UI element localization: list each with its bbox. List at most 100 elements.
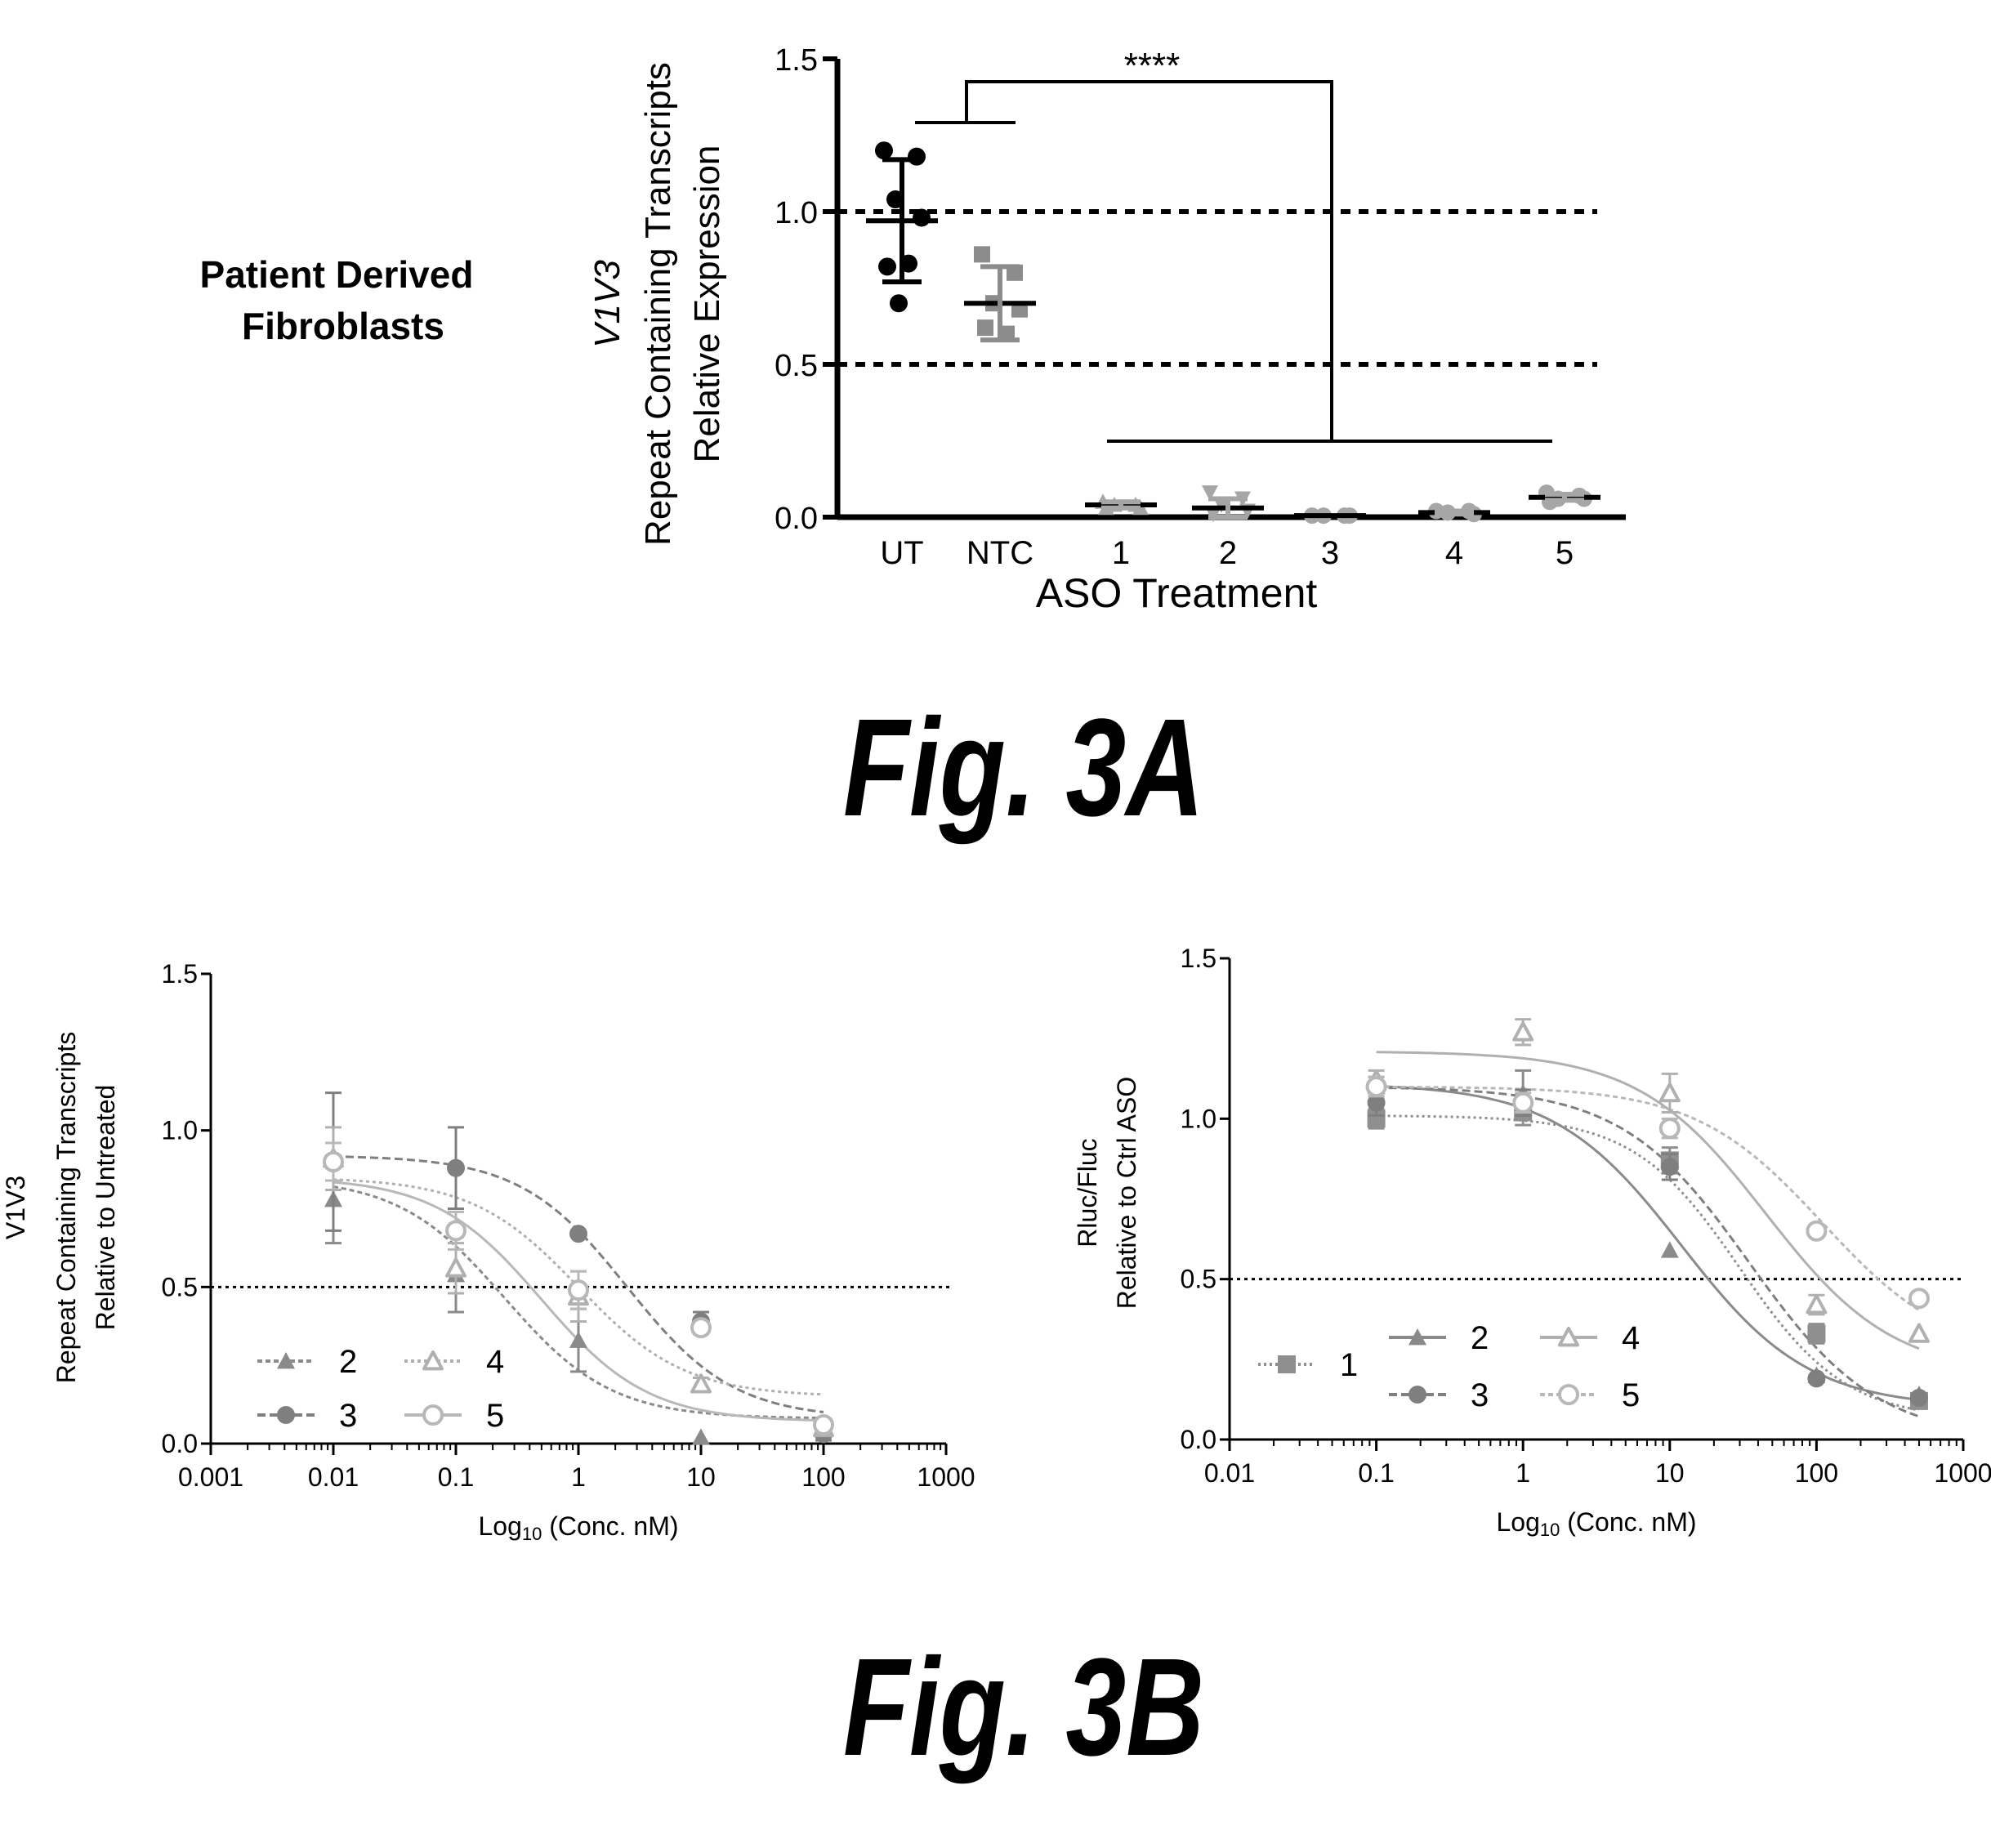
figure-label-3b: Fig. 3B	[843, 1630, 1204, 1785]
y-axis-label-line: Repeat Containing Transcripts	[638, 62, 678, 546]
x-tick-label: 0.1	[1358, 1458, 1394, 1488]
data-point	[875, 141, 893, 160]
y-axis-label-line: Relative to Untreated	[91, 1085, 120, 1331]
legend-label-series-4: 4	[1622, 1320, 1640, 1356]
data-point-series-5	[690, 1317, 712, 1339]
y-tick-label: 0.5	[162, 1272, 198, 1301]
y-tick-label: 1.0	[775, 196, 818, 230]
x-tick-label: 10	[1655, 1458, 1685, 1488]
x-tick-label: NTC	[966, 535, 1033, 571]
data-point	[908, 147, 926, 166]
legend-label-series-3: 3	[339, 1398, 357, 1434]
legend-marker-series-4	[1558, 1327, 1579, 1347]
x-tick-label: 0.1	[438, 1462, 474, 1492]
data-point-series-2	[569, 1331, 587, 1348]
y-tick-label: 0.5	[1181, 1265, 1216, 1294]
data-point	[890, 294, 908, 313]
data-point-series-5	[1908, 1288, 1930, 1310]
y-tick-label: 1.5	[162, 959, 198, 989]
x-tick-label: 1	[1516, 1458, 1530, 1488]
fig3b-left-chart: 0.0 0.5 1.0 1.5 0.001 0.01 0.1 1 10 100 1000 Log10 …	[1, 959, 975, 1544]
fig3b-right-chart: 0.0 0.5 1.0 1.5 0.01 0.1 1 10 100 1000 Log10 (Conc…	[1073, 944, 1991, 1540]
x-tick-label: 3	[1321, 535, 1339, 571]
data-point	[878, 257, 896, 276]
legend-label-series-1: 1	[1340, 1347, 1358, 1383]
data-point-series-1	[1807, 1324, 1826, 1343]
data-point-series-5	[813, 1414, 834, 1435]
legend-marker-series-1	[1278, 1355, 1296, 1373]
y-tick-label: 0.0	[1181, 1425, 1216, 1454]
x-tick-label: 100	[1795, 1458, 1838, 1488]
legend-label-series-4: 4	[486, 1344, 504, 1380]
data-point-series-4	[1658, 1082, 1681, 1103]
y-axis-label-line: V1V3	[1, 1176, 30, 1239]
data-point-series-3	[447, 1158, 465, 1177]
legend-label-series-5: 5	[1622, 1377, 1640, 1413]
x-tick-label: 100	[801, 1462, 845, 1492]
data-point-series-5	[1365, 1076, 1387, 1098]
data-point-series-5	[1658, 1118, 1681, 1140]
data-point-series-5	[323, 1151, 344, 1172]
panel-a-title-line2: Fibroblasts	[242, 305, 444, 347]
data-point-series-4	[690, 1373, 712, 1394]
legend-marker-series-3	[1408, 1386, 1426, 1404]
y-tick-label: 0.0	[775, 502, 818, 536]
y-tick-label: 0.5	[775, 349, 818, 383]
data-point-series-2	[1660, 1241, 1679, 1258]
legend-marker-series-5	[422, 1404, 444, 1426]
data-point	[913, 208, 931, 227]
figure-label-3a: Fig. 3A	[843, 690, 1204, 846]
legend-label-series-2: 2	[1471, 1320, 1489, 1356]
fit-curve-series-4	[1376, 1051, 1920, 1350]
y-tick-label: 1.0	[1181, 1104, 1216, 1133]
y-tick-label: 1.5	[775, 43, 818, 78]
y-axis-label-line: Relative Expression	[687, 145, 727, 463]
bracket-main	[965, 80, 1333, 441]
data-point-series-2	[692, 1428, 710, 1445]
x-tick-label: 2	[1219, 535, 1237, 571]
legend-marker-series-4	[422, 1350, 444, 1371]
data-point-series-3	[1367, 1093, 1386, 1112]
legend-marker-series-2	[1408, 1328, 1426, 1346]
legend-label-series-5: 5	[486, 1398, 504, 1434]
x-tick-label: 0.01	[308, 1462, 359, 1492]
data-point-series-5	[1806, 1220, 1828, 1242]
x-tick-label: 1000	[917, 1462, 975, 1492]
x-tick-label: 1000	[1934, 1458, 1991, 1488]
fit-curve-series-3	[1376, 1086, 1920, 1418]
y-tick-label: 1.0	[162, 1116, 198, 1145]
panel-a-title-line1: Patient Derived	[200, 253, 474, 296]
data-point-series-1	[1367, 1109, 1386, 1128]
data-point-series-5	[445, 1220, 467, 1242]
legend-label-series-3: 3	[1471, 1377, 1489, 1413]
x-tick-label: 0.01	[1204, 1458, 1255, 1488]
data-point	[977, 319, 993, 337]
y-axis-label-line: Repeat Containing Transcripts	[51, 1032, 81, 1383]
y-tick-label: 0.0	[162, 1429, 198, 1458]
data-point-series-3	[1909, 1388, 1928, 1407]
data-point-series-4	[1806, 1294, 1828, 1315]
data-point-series-5	[568, 1279, 589, 1301]
legend-marker-series-2	[277, 1352, 295, 1369]
legend-label-series-2: 2	[339, 1344, 357, 1380]
data-point-series-3	[1660, 1158, 1679, 1176]
data-point-series-4	[1512, 1021, 1534, 1042]
data-point	[1205, 507, 1221, 523]
x-axis-label: ASO Treatment	[1036, 570, 1318, 616]
fig3a-chart: 0.0 0.5 1.0 1.5 UT NTC 1 2 3 4 5 ASO Treatment V1V3 R…	[587, 43, 1626, 616]
x-tick-label: 1	[1112, 535, 1130, 571]
x-axis-label: Log10 (Conc. nM)	[478, 1511, 678, 1544]
x-axis-label: Log10 (Conc. nM)	[1496, 1507, 1696, 1540]
data-point-series-4	[1908, 1323, 1930, 1343]
data-point-series-3	[1807, 1369, 1826, 1388]
data-point-series-3	[569, 1225, 587, 1243]
x-tick-label: 0.001	[178, 1462, 243, 1492]
y-axis-label-line: V1V3	[587, 260, 627, 348]
significance-label: ****	[1124, 46, 1181, 86]
x-tick-label: 5	[1556, 535, 1574, 571]
fit-curve-series-5	[1376, 1085, 1920, 1311]
x-tick-label: 1	[571, 1462, 586, 1492]
legend-marker-series-3	[277, 1406, 295, 1424]
x-tick-label: 4	[1445, 535, 1463, 571]
